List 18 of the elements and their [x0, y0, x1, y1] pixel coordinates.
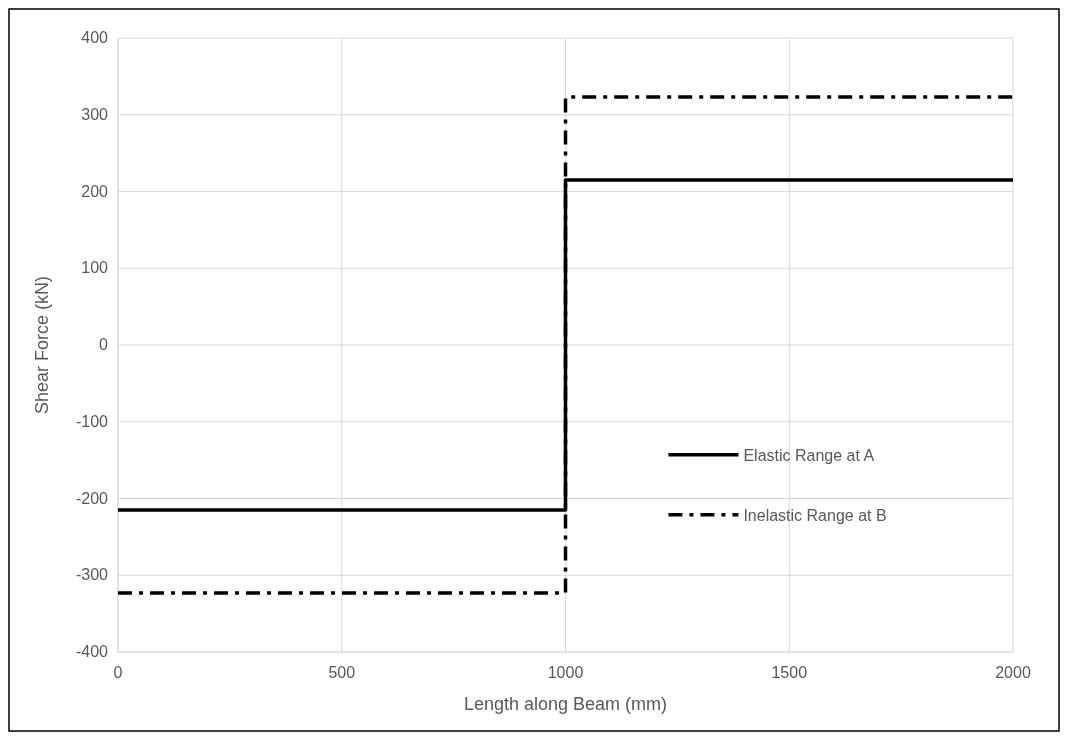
x-tick-label: 0 — [113, 664, 123, 681]
y-tick-label: -100 — [75, 412, 109, 430]
y-tick-label: 400 — [81, 29, 109, 46]
y-tick-label: -200 — [75, 489, 109, 507]
x-tick-label: 500 — [328, 664, 356, 681]
legend-label: Elastic Range at A — [743, 446, 875, 464]
y-tick-label: -400 — [75, 643, 109, 660]
x-tick-label: 1000 — [547, 664, 584, 681]
x-tick-label: 1500 — [771, 664, 808, 681]
y-axis-title: Shear Force (kN) — [32, 275, 52, 415]
y-tick-label: 300 — [81, 105, 109, 123]
y-tick-label: 100 — [81, 259, 109, 277]
legend-label: Inelastic Range at B — [743, 506, 887, 524]
x-tick-label: 2000 — [995, 664, 1031, 681]
y-tick-label: 200 — [81, 182, 109, 200]
y-tick-label: -300 — [75, 566, 109, 584]
x-axis-title: Length along Beam (mm) — [463, 694, 668, 714]
y-tick-label: 0 — [99, 336, 109, 353]
